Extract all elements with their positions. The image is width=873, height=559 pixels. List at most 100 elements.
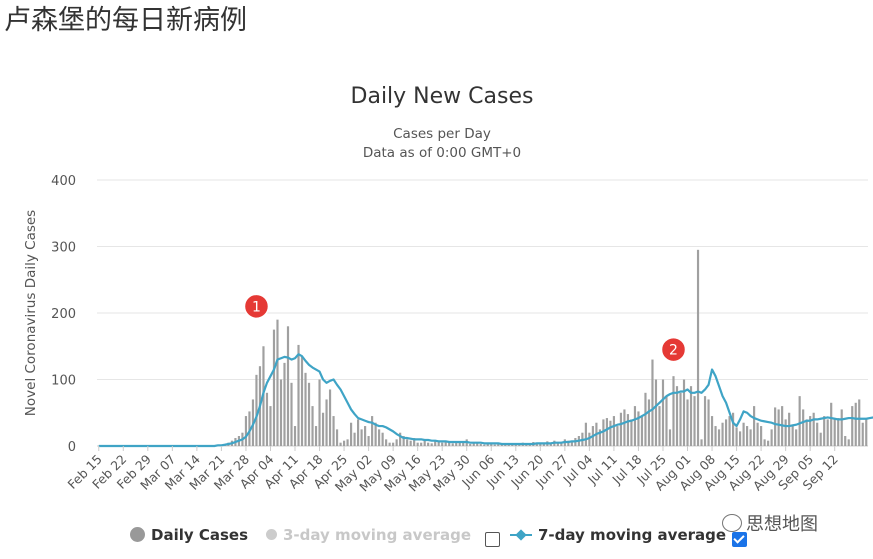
watermark-text: 思想地图	[746, 514, 818, 535]
bar	[444, 440, 447, 446]
bar	[409, 440, 412, 446]
bar	[770, 429, 773, 446]
bar	[693, 396, 696, 446]
annotation-label-1: 1	[252, 299, 261, 315]
bar	[861, 422, 864, 446]
bar	[385, 439, 388, 446]
bar	[637, 411, 640, 446]
chart-subtitle-1: Cases per Day	[393, 126, 491, 142]
bar	[623, 409, 626, 446]
bar	[367, 436, 370, 446]
7day-ma-checkbox[interactable]	[732, 532, 747, 547]
bar	[374, 422, 377, 446]
bar	[742, 422, 745, 446]
bar	[633, 406, 637, 446]
bar	[668, 429, 672, 446]
wechat-icon	[722, 514, 742, 532]
bar	[598, 429, 601, 446]
bar	[279, 379, 283, 446]
bar	[819, 432, 822, 446]
bar	[682, 379, 686, 446]
bar	[619, 412, 623, 446]
bar	[349, 422, 353, 446]
bar	[644, 392, 647, 446]
bar	[703, 396, 707, 446]
bar	[371, 416, 374, 446]
bar	[413, 438, 416, 446]
chart-title: Daily New Cases	[351, 84, 534, 109]
bar	[493, 444, 496, 446]
bar	[542, 443, 545, 446]
bar	[570, 442, 573, 446]
y-tick-100: 100	[51, 374, 76, 389]
bar	[847, 439, 850, 446]
bar	[560, 443, 563, 446]
bar	[753, 406, 756, 446]
bar	[335, 429, 339, 446]
bar	[721, 422, 724, 446]
bar	[300, 356, 304, 446]
bar	[272, 329, 276, 446]
bar	[612, 416, 616, 446]
bar	[788, 412, 791, 446]
bar	[588, 432, 591, 446]
bar	[357, 419, 360, 446]
legend-7day-ma[interactable]: 7-day moving average	[510, 526, 726, 544]
light-gray-dot-icon	[266, 529, 277, 540]
bar	[360, 429, 363, 446]
bar	[286, 326, 290, 446]
blue-line-icon	[510, 534, 532, 536]
bar	[647, 399, 651, 446]
bar	[434, 441, 437, 446]
bar	[640, 416, 644, 446]
bar	[731, 412, 735, 446]
bar	[416, 442, 419, 446]
bar	[654, 379, 658, 446]
bar	[865, 419, 868, 446]
watermark: 思想地图	[722, 510, 818, 536]
bar	[837, 418, 840, 446]
bar	[244, 416, 248, 446]
gray-dot-icon	[130, 527, 145, 542]
bar	[469, 444, 472, 446]
bar	[749, 429, 752, 446]
bar	[378, 429, 381, 446]
bar	[437, 442, 440, 446]
bar	[325, 399, 328, 446]
bar	[497, 444, 500, 446]
bar	[858, 399, 861, 446]
annotation-marker-1	[243, 293, 270, 320]
legend-3day-ma-label: 3-day moving average	[283, 526, 472, 544]
bar	[265, 392, 269, 446]
bar	[777, 409, 780, 446]
bar	[364, 426, 367, 446]
bar	[823, 416, 826, 446]
bar	[689, 386, 693, 446]
bar	[472, 443, 475, 446]
bar	[605, 418, 608, 446]
bar	[738, 431, 742, 446]
bar	[724, 419, 728, 446]
bar	[567, 440, 570, 446]
bar	[342, 440, 346, 446]
bar	[479, 444, 482, 446]
bar	[851, 406, 854, 446]
legend-daily-cases[interactable]: Daily Cases	[130, 526, 248, 544]
bar	[802, 409, 805, 446]
legend-3day-ma[interactable]: 3-day moving average	[266, 526, 471, 544]
3day-ma-checkbox[interactable]	[485, 532, 500, 547]
bar	[616, 426, 619, 446]
bar	[717, 429, 721, 446]
bar	[735, 427, 738, 446]
bar	[395, 439, 398, 446]
bar	[307, 382, 311, 446]
bar	[441, 442, 444, 446]
daily-cases-bars	[213, 249, 868, 446]
bar	[346, 439, 349, 446]
bar	[535, 444, 538, 446]
y-tick-200: 200	[51, 307, 76, 322]
bar	[423, 440, 426, 446]
y-tick-300: 300	[51, 241, 76, 256]
bar	[707, 399, 710, 446]
bar	[486, 443, 489, 446]
